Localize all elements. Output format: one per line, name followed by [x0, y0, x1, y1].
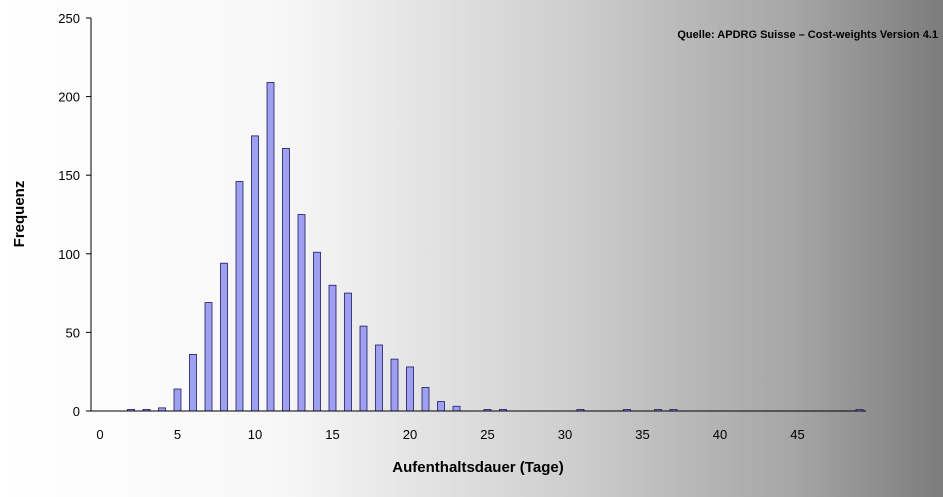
y-tick-label-200: 200	[58, 90, 80, 105]
y-tick-label-0: 0	[73, 404, 80, 419]
y-axis-title: Frequenz	[11, 181, 28, 248]
bar-23	[452, 405, 461, 412]
x-tick-label-0: 0	[96, 427, 103, 442]
bar-14	[313, 251, 321, 412]
x-ticks-group: 0 5 10 15 20 25 30 35 40 45	[96, 427, 804, 442]
bar-20	[406, 366, 414, 412]
bar-7	[204, 302, 213, 412]
x-tick-label-45: 45	[790, 427, 804, 442]
y-tick-label-150: 150	[58, 168, 80, 183]
x-tick-label-10: 10	[248, 427, 262, 442]
x-tick-label-15: 15	[325, 427, 339, 442]
bar-16	[344, 292, 352, 412]
bar-18	[375, 344, 383, 412]
bars-group	[127, 82, 864, 412]
x-tick-label-35: 35	[635, 427, 649, 442]
y-tick-label-100: 100	[58, 247, 80, 262]
bar-9	[235, 181, 244, 412]
bar-19	[390, 358, 399, 412]
bar-12	[282, 148, 290, 412]
x-tick-label-40: 40	[713, 427, 727, 442]
x-tick-label-5: 5	[174, 427, 181, 442]
y-ticks-group: 0 50 100 150 200 250	[58, 11, 91, 419]
bar-21	[421, 387, 430, 412]
x-axis-title: Aufenthaltsdauer (Tage)	[392, 459, 563, 476]
bar-10	[251, 135, 259, 412]
bar-8	[220, 262, 228, 412]
x-tick-label-30: 30	[558, 427, 572, 442]
x-tick-label-20: 20	[403, 427, 417, 442]
x-tick-label-25: 25	[480, 427, 494, 442]
source-annotation: Quelle: APDRG Suisse – Cost-weights Vers…	[677, 29, 938, 41]
bar-11	[266, 82, 275, 412]
bar-6	[189, 354, 197, 412]
y-tick-label-50: 50	[66, 325, 80, 340]
y-tick-label-250: 250	[58, 11, 80, 26]
bar-13	[297, 214, 306, 412]
bar-15	[328, 284, 337, 412]
bar-22	[437, 401, 445, 412]
bar-5	[173, 388, 182, 412]
bar-17	[359, 325, 368, 412]
